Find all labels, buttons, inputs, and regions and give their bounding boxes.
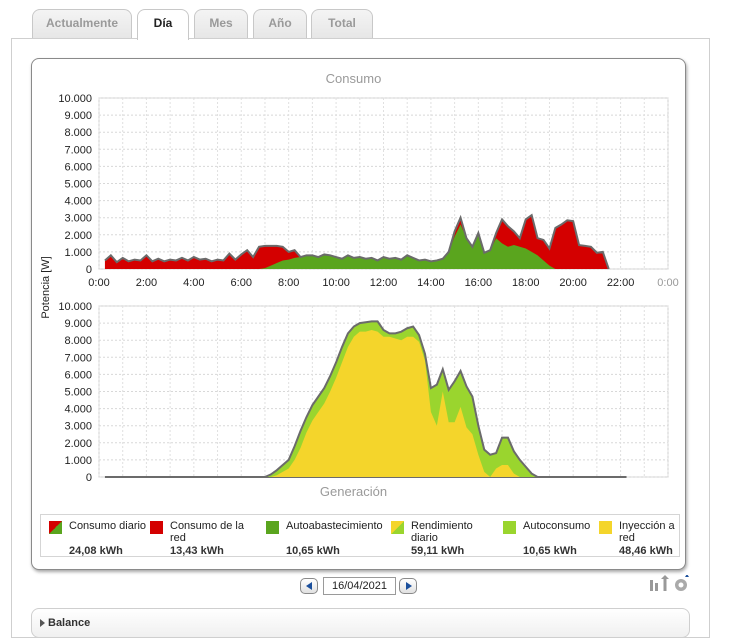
arrow-left-icon (306, 582, 312, 590)
balance-panel[interactable]: Balance (31, 608, 690, 638)
x-tick-label: 0:00 (88, 277, 109, 289)
y-tick-label: 6.000 (64, 161, 92, 173)
x-tick-label: 20:00 (559, 277, 587, 289)
y-tick-label: 5.000 (64, 179, 92, 191)
gear-icon[interactable] (675, 574, 689, 591)
energy-chart-panel: 0 1.000 2.000 3.000 4.000 5.000 6.000 7.000 8.00… (31, 58, 686, 570)
y-tick-label: 4.000 (64, 404, 92, 416)
balance-panel-label: Balance (48, 617, 91, 629)
tab-label: Mes (209, 16, 233, 30)
previous-day-button[interactable] (300, 578, 318, 594)
y-tick-label: 10.000 (58, 93, 92, 105)
y-tick-label: 0 (86, 472, 92, 484)
tab-ano[interactable]: Año (253, 9, 307, 39)
legend-value: 24,08 kWh (69, 545, 123, 557)
y-tick-label: 5.000 (64, 387, 92, 399)
legend-value: 10,65 kWh (286, 545, 340, 557)
y-tick-label: 3.000 (64, 421, 92, 433)
legend-swatch (266, 521, 279, 534)
y-tick-label: 7.000 (64, 144, 92, 156)
y-tick-label: 9.000 (64, 110, 92, 122)
y-tick-label: 10.000 (58, 301, 92, 313)
legend-label: Consumo de la red (170, 520, 244, 544)
x-tick-label: 2:00 (136, 277, 157, 289)
x-tick-label: 8:00 (278, 277, 299, 289)
legend-swatch (503, 521, 516, 534)
tab-dia[interactable]: Día (137, 9, 189, 40)
legend-label: Inyección a red (619, 520, 675, 544)
y-tick-label: 0 (86, 264, 92, 276)
y-tick-label: 6.000 (64, 369, 92, 381)
tab-label: Total (328, 16, 356, 30)
y-tick-label: 9.000 (64, 318, 92, 330)
tab-total[interactable]: Total (311, 9, 373, 39)
y-tick-label: 1.000 (64, 455, 92, 467)
x-tick-label: 6:00 (231, 277, 252, 289)
consumo-diario-line (104, 213, 610, 270)
y-tick-label: 1.000 (64, 247, 92, 259)
energy-charts-svg: 0 1.000 2.000 3.000 4.000 5.000 6.000 7.000 8.00… (40, 71, 679, 499)
legend-swatch (49, 521, 62, 534)
legend-value: 48,46 kWh (619, 545, 673, 557)
legend-swatch (150, 521, 163, 534)
x-tick-label: 0:00 (657, 277, 678, 289)
x-tick-label: 14:00 (417, 277, 445, 289)
y-tick-label: 2.000 (64, 438, 92, 450)
chart-tools-svg (650, 574, 689, 591)
legend-swatch (391, 521, 404, 534)
y-tick-label: 4.000 (64, 196, 92, 208)
legend-label: Autoconsumo (523, 520, 591, 532)
legend-label: Autoabastecimiento (286, 520, 383, 532)
consumo-chart-title: Consumo (326, 71, 382, 86)
x-tick-label: 4:00 (183, 277, 204, 289)
chart-tools (650, 574, 690, 598)
y-tick-label: 7.000 (64, 352, 92, 364)
tab-mes[interactable]: Mes (194, 9, 248, 39)
x-tick-label: 18:00 (512, 277, 540, 289)
legend-value: 13,43 kWh (170, 545, 224, 557)
tab-actualmente[interactable]: Actualmente (32, 9, 132, 39)
rendimiento-diario-line (264, 320, 574, 478)
legend-value: 59,11 kWh (411, 545, 465, 557)
chart-legend: Consumo diario 24,08 kWh Consumo de la r… (40, 514, 680, 557)
legend-label: Rendimiento diario (411, 520, 473, 544)
x-tick-label: 16:00 (465, 277, 493, 289)
legend-value: 10,65 kWh (523, 545, 577, 557)
autoabastecimiento-area (104, 224, 609, 269)
y-tick-label: 8.000 (64, 335, 92, 347)
x-tick-label: 22:00 (607, 277, 635, 289)
y-tick-label: 8.000 (64, 127, 92, 139)
date-field[interactable]: 16/04/2021 (323, 577, 396, 595)
inyeccion-red-area (264, 329, 574, 477)
x-tick-label: 12:00 (370, 277, 398, 289)
tab-label: Actualmente (45, 16, 119, 30)
tab-label: Año (268, 16, 292, 30)
next-day-button[interactable] (399, 578, 417, 594)
expand-triangle-icon (40, 619, 45, 627)
generacion-chart-title: Generación (320, 484, 387, 499)
x-tick-label: 10:00 (322, 277, 350, 289)
y-tick-label: 3.000 (64, 213, 92, 225)
legend-label: Consumo diario (69, 520, 147, 532)
y-axis-label: Potencia [W] (40, 256, 52, 318)
y-tick-label: 2.000 (64, 230, 92, 242)
sort-axis-icon[interactable] (650, 575, 669, 591)
legend-swatch (599, 521, 612, 534)
arrow-right-icon (406, 582, 412, 590)
tab-label: Día (153, 16, 173, 30)
